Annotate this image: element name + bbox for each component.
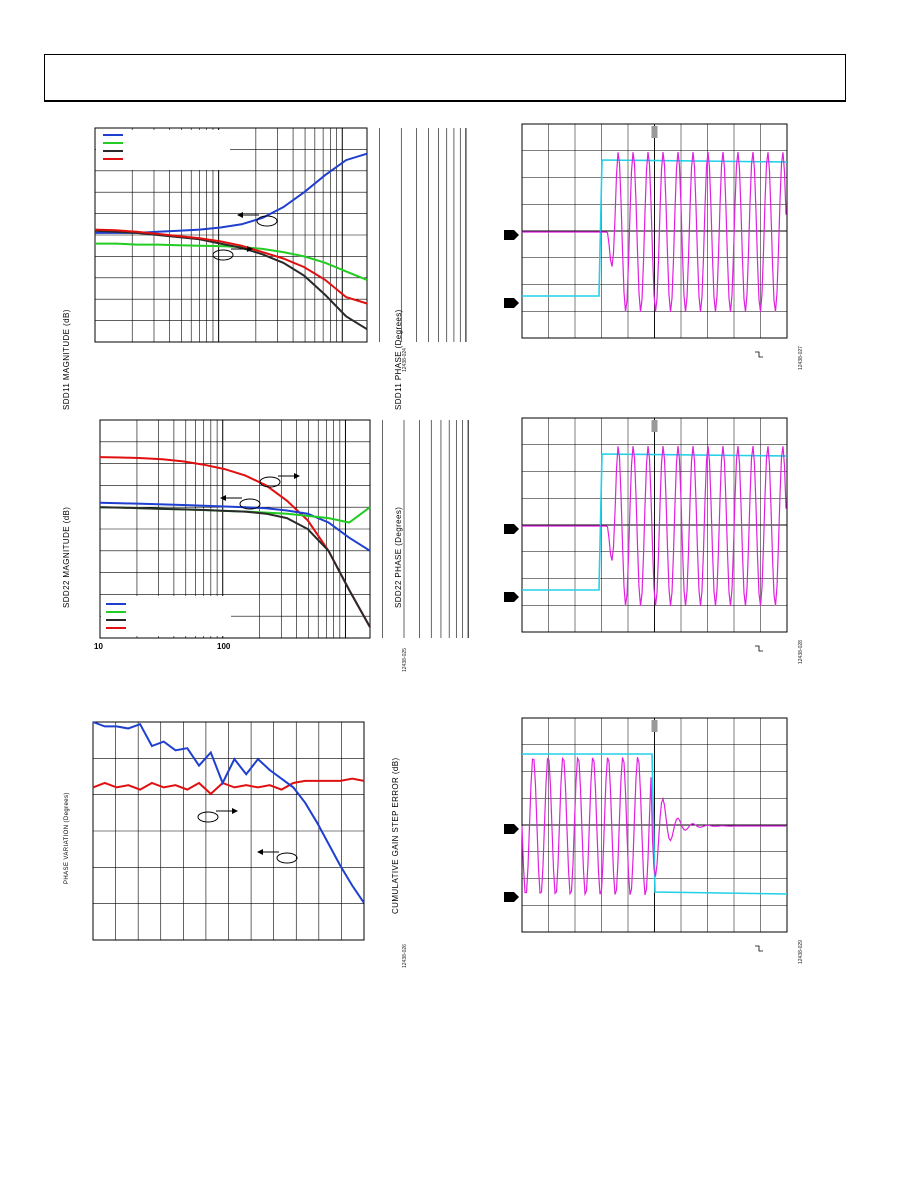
s3-trigger-marker xyxy=(651,720,658,732)
scope-shot-3-plot xyxy=(504,717,788,952)
s2-edge-icon xyxy=(755,645,763,652)
scope-shot-2-plot xyxy=(504,417,788,652)
sdd22-mag-callout-ellipse xyxy=(239,498,261,510)
chart-sdd22-xtick-100: 100 xyxy=(217,642,231,651)
chart-phase-variation: PHASE VARIATION (Degrees) CUMULATIVE GAI… xyxy=(60,718,420,978)
chart-sdd22-ylabel-left: SDD22 MAGNITUDE (dB) xyxy=(62,506,71,608)
chart-sdd11: SDD11 MAGNITUDE (dB) SDD11 PHASE (Degree… xyxy=(60,120,467,410)
sdd11-phase-callout-ellipse xyxy=(212,249,234,261)
scope-shot-3-figure-id: 12438-029 xyxy=(798,940,804,964)
sdd11-phase-callout-arrowhead xyxy=(247,246,253,252)
chart-sdd11-ylabel-left: SDD11 MAGNITUDE (dB) xyxy=(62,309,71,410)
s3-edge-icon xyxy=(755,945,763,952)
sdd22-series-green xyxy=(99,506,371,524)
chart-phase-variation-ylabel-right: CUMULATIVE GAIN STEP ERROR (dB) xyxy=(391,757,400,914)
s1-trace-magenta xyxy=(522,151,787,313)
chart-sdd22-figure-id: 12438-025 xyxy=(402,648,408,672)
s2-ch1-marker xyxy=(504,524,519,534)
scope-shot-1-figure-id: 12438-027 xyxy=(798,346,804,370)
s2-trigger-marker xyxy=(651,420,658,432)
s3-trace-magenta xyxy=(521,756,786,897)
sdd22-series-black xyxy=(99,506,371,628)
sdd22-phase-callout-arrowhead xyxy=(294,473,300,479)
sdd22-series-red xyxy=(99,456,371,628)
phase-var-phase-callout-ellipse xyxy=(197,811,219,823)
sdd11-series-red xyxy=(94,228,368,305)
s3-ch2-marker xyxy=(504,892,519,902)
scope-shot-1: 12438-027 xyxy=(500,120,810,380)
s1-edge-icon xyxy=(755,351,763,358)
page-header-box xyxy=(44,54,846,102)
scope-shot-3: 12438-029 xyxy=(500,714,810,974)
phase-var-gain-callout-ellipse xyxy=(276,852,298,864)
phase-var-series-red xyxy=(92,777,365,796)
chart-sdd22-plot xyxy=(99,419,469,639)
s3-trace-cyan xyxy=(522,753,788,895)
scope-shot-1-plot xyxy=(504,123,788,358)
chart-sdd22-ylabel-right: SDD22 PHASE (Degrees) xyxy=(394,506,403,608)
phase-var-series-blue xyxy=(92,721,365,904)
s2-ch2-marker xyxy=(504,592,519,602)
sdd22-legend-box xyxy=(101,596,231,636)
s1-ch1-marker xyxy=(504,230,519,240)
chart-phase-variation-figure-id: 12438-026 xyxy=(402,944,408,968)
sdd22-mag-callout-arrowhead xyxy=(220,495,226,501)
scope-shot-2: 12438-028 xyxy=(500,414,810,674)
chart-sdd22-xtick-10: 10 xyxy=(94,642,103,651)
chart-phase-variation-ylabel-left: PHASE VARIATION (Degrees) xyxy=(64,792,70,884)
sdd11-mag-callout-arrowhead xyxy=(237,212,243,218)
sdd22-series-blue xyxy=(99,501,371,552)
s1-trigger-marker xyxy=(651,126,658,138)
scope-shot-2-figure-id: 12438-028 xyxy=(798,640,804,664)
sdd22-phase-callout-ellipse xyxy=(259,476,281,488)
chart-sdd11-figure-id: 12438-024 xyxy=(402,348,408,372)
phase-var-phase-callout-arrowhead xyxy=(232,808,238,814)
chart-sdd11-plot xyxy=(94,127,467,343)
s2-trace-magenta xyxy=(522,445,787,607)
s3-ch1-marker xyxy=(504,824,519,834)
s1-ch2-marker xyxy=(504,298,519,308)
sdd11-mag-callout-ellipse xyxy=(256,215,278,227)
phase-var-gain-callout-arrowhead xyxy=(257,849,263,855)
chart-sdd22: SDD22 MAGNITUDE (dB) SDD22 PHASE (Degree… xyxy=(60,418,469,678)
chart-phase-variation-plot xyxy=(92,721,365,941)
sdd11-series-black xyxy=(94,229,368,331)
